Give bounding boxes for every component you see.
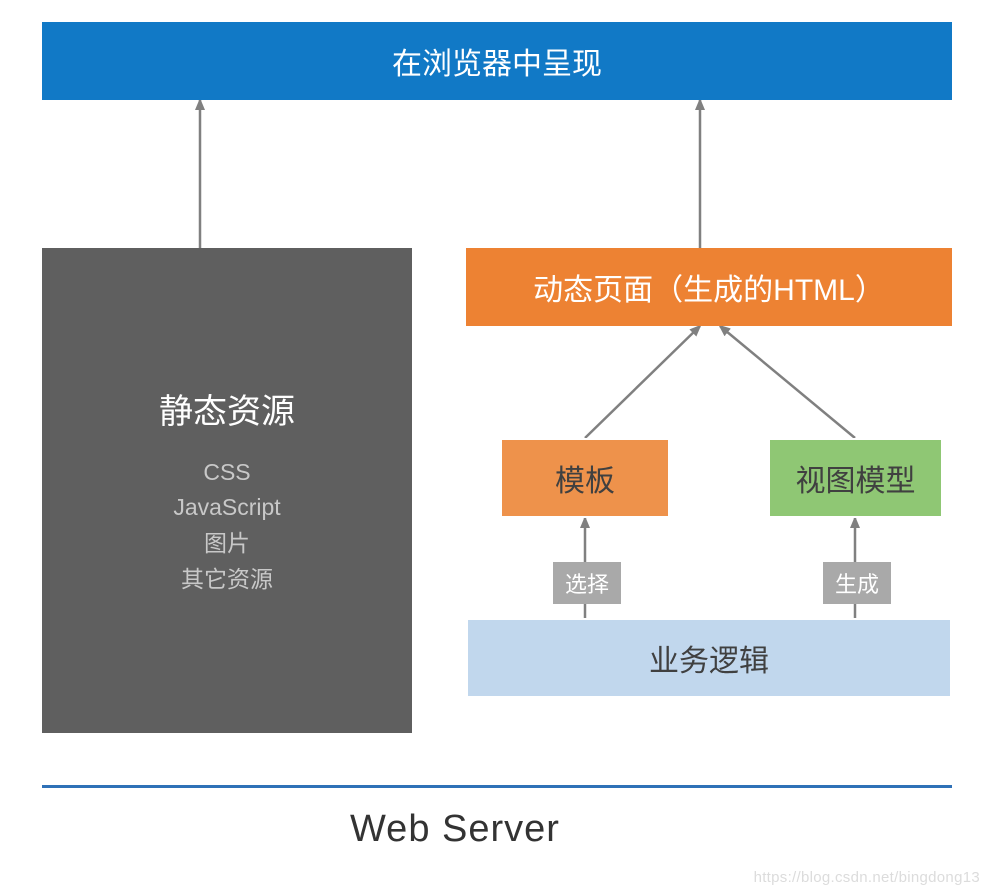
- server-divider: [42, 785, 952, 788]
- node-template: 模板: [500, 438, 670, 518]
- edge-3: [720, 326, 855, 438]
- node-static-sub-0: CSS: [203, 455, 250, 491]
- node-dynamic-page: 动态页面（生成的HTML）: [466, 248, 952, 326]
- node-business-logic: 业务逻辑: [466, 618, 952, 698]
- node-static-title: 静态资源: [159, 384, 295, 433]
- footer-web-server: Web Server: [350, 808, 560, 851]
- node-viewmodel-label: 视图模型: [796, 456, 916, 500]
- node-template-label: 模板: [555, 456, 615, 500]
- node-static-sub-1: JavaScript: [173, 490, 280, 526]
- node-viewmodel: 视图模型: [768, 438, 943, 518]
- node-logic-label: 业务逻辑: [649, 636, 769, 680]
- node-browser-label: 在浏览器中呈现: [392, 39, 602, 83]
- edge-label-5: 生成: [823, 562, 891, 604]
- node-browser-render: 在浏览器中呈现: [42, 22, 952, 100]
- diagram-canvas: 在浏览器中呈现 静态资源 CSS JavaScript 图片 其它资源 动态页面…: [0, 0, 988, 892]
- edge-label-4: 选择: [553, 562, 621, 604]
- node-dynamic-label: 动态页面（生成的HTML）: [533, 265, 885, 309]
- node-static-sub-3: 其它资源: [181, 562, 273, 598]
- node-static-sub-2: 图片: [204, 526, 250, 562]
- watermark: https://blog.csdn.net/bingdong13: [754, 869, 980, 886]
- edge-2: [585, 326, 700, 438]
- footer-label-text: Web Server: [350, 808, 560, 850]
- node-static-resources: 静态资源 CSS JavaScript 图片 其它资源: [42, 248, 412, 733]
